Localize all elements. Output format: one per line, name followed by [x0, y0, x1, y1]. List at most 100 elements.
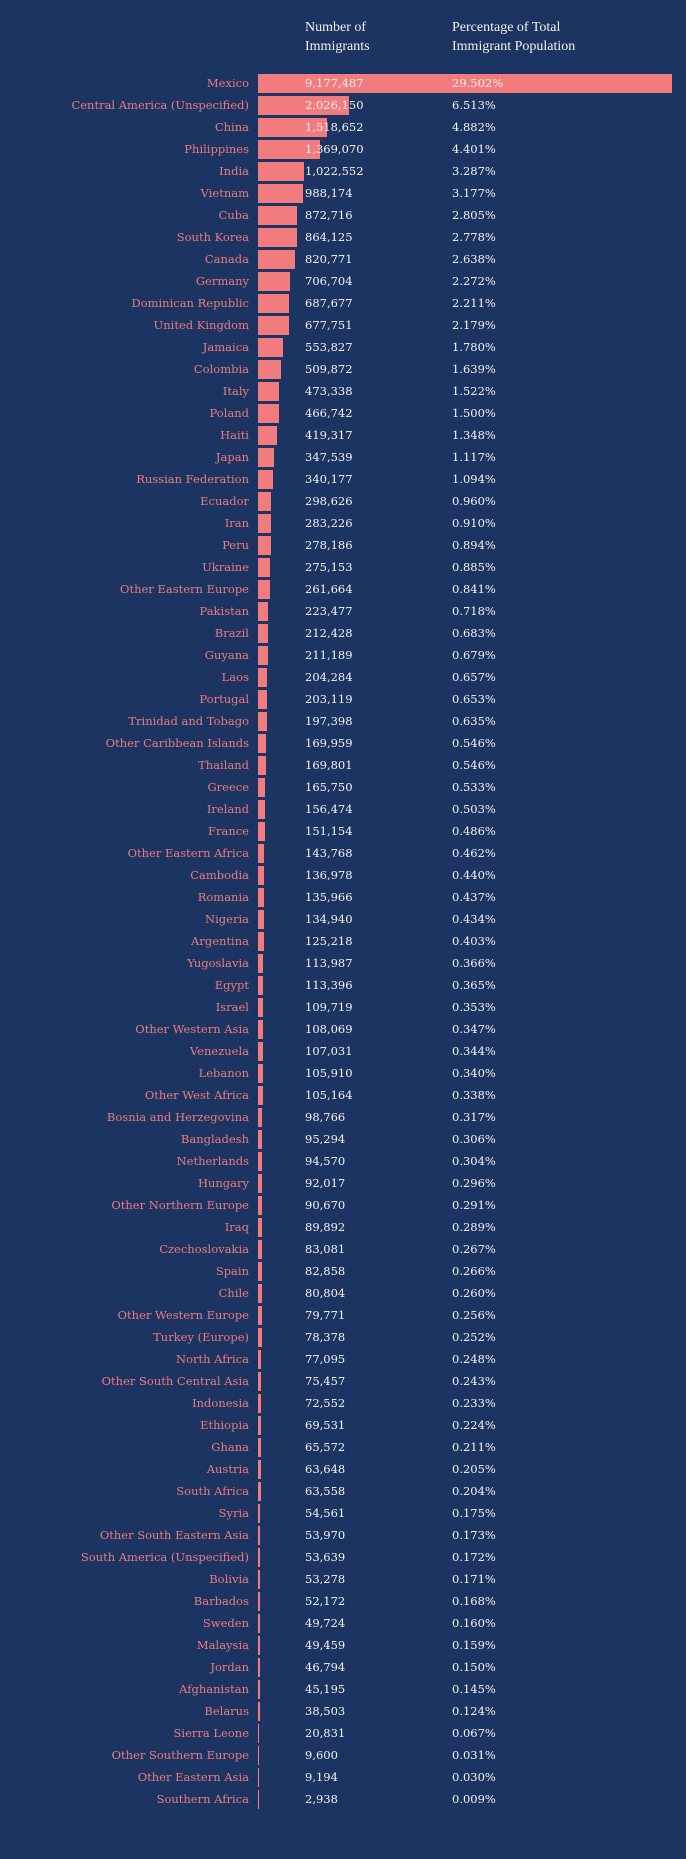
percentage-label: 1.522%	[452, 384, 496, 398]
value-label: 473,338	[305, 384, 353, 398]
bar	[258, 777, 266, 797]
percentage-label: 1.348%	[452, 428, 496, 442]
category-label: Malaysia	[196, 1638, 249, 1652]
category-label: Lebanon	[198, 1066, 249, 1080]
category-label: Bangladesh	[180, 1132, 249, 1146]
category-label: Bosnia and Herzegovina	[106, 1110, 249, 1124]
category-label: India	[219, 164, 249, 178]
category-label: Czechoslovakia	[159, 1242, 249, 1256]
value-label: 211,189	[305, 648, 353, 662]
value-label: 53,278	[305, 1572, 346, 1586]
category-label: Hungary	[197, 1176, 249, 1190]
category-label: Austria	[206, 1462, 249, 1476]
category-label: Cuba	[218, 208, 249, 222]
bar	[258, 1503, 261, 1523]
bar	[258, 535, 271, 555]
percentage-label: 2.272%	[452, 274, 496, 288]
percentage-label: 0.546%	[452, 758, 496, 772]
bar	[258, 1041, 263, 1061]
value-label: 38,503	[305, 1704, 346, 1718]
value-label: 9,177,487	[305, 76, 364, 90]
percentage-label: 0.718%	[452, 604, 496, 618]
value-label: 1,022,552	[305, 164, 364, 178]
value-label: 347,539	[305, 450, 353, 464]
value-label: 107,031	[305, 1044, 353, 1058]
bar	[258, 821, 265, 841]
bar	[258, 1349, 262, 1369]
percentage-label: 0.175%	[452, 1506, 496, 1520]
category-label: China	[214, 120, 249, 134]
value-label: 109,719	[305, 1000, 353, 1014]
header-line: Percentage of Total	[452, 20, 561, 35]
percentage-label: 0.224%	[452, 1418, 496, 1432]
percentage-label: 0.256%	[452, 1308, 496, 1322]
bar	[258, 1459, 261, 1479]
bar	[258, 953, 264, 973]
bar	[258, 689, 268, 709]
bar	[258, 579, 270, 599]
category-label: Other Southern Europe	[111, 1748, 249, 1762]
percentage-label: 0.365%	[452, 978, 496, 992]
bar	[258, 1591, 261, 1611]
value-label: 1,369,070	[305, 142, 364, 156]
percentage-label: 0.503%	[452, 802, 496, 816]
bar	[258, 73, 672, 93]
percentage-label: 0.233%	[452, 1396, 496, 1410]
category-label: Bolivia	[209, 1572, 249, 1586]
percentage-label: 0.252%	[452, 1330, 496, 1344]
category-label: Belarus	[204, 1704, 249, 1718]
bar	[258, 161, 305, 181]
percentage-label: 0.440%	[452, 868, 496, 882]
category-label: Portugal	[199, 692, 249, 706]
value-label: 169,959	[305, 736, 353, 750]
percentage-label: 4.401%	[452, 142, 496, 156]
category-label: Other South Central Asia	[101, 1374, 249, 1388]
value-label: 204,284	[305, 670, 353, 684]
percentage-label: 0.683%	[452, 626, 496, 640]
percentage-label: 0.960%	[452, 494, 496, 508]
bar	[258, 909, 265, 929]
value-label: 169,801	[305, 758, 353, 772]
category-label: Pakistan	[199, 604, 249, 618]
category-label: South America (Unspecified)	[80, 1550, 249, 1564]
value-label: 278,186	[305, 538, 353, 552]
value-label: 94,570	[305, 1154, 346, 1168]
percentage-label: 0.204%	[452, 1484, 496, 1498]
header-line: Number of	[305, 20, 367, 35]
value-label: 2,026,150	[305, 98, 364, 112]
category-label: Ukraine	[202, 560, 249, 574]
value-label: 53,639	[305, 1550, 346, 1564]
category-label: Afghanistan	[179, 1682, 249, 1696]
value-label: 20,831	[305, 1726, 346, 1740]
value-label: 1,518,652	[305, 120, 364, 134]
category-label: Guyana	[204, 648, 249, 662]
bar	[258, 1305, 262, 1325]
category-label: Greece	[207, 780, 249, 794]
percentage-label: 0.533%	[452, 780, 496, 794]
category-label: Vietnam	[200, 186, 249, 200]
percentage-label: 2.778%	[452, 230, 496, 244]
value-label: 197,398	[305, 714, 353, 728]
value-label: 65,572	[305, 1440, 346, 1454]
percentage-label: 0.291%	[452, 1198, 496, 1212]
category-label: South Korea	[176, 230, 249, 244]
value-label: 80,804	[305, 1286, 346, 1300]
category-label: Iran	[224, 516, 249, 530]
bar	[258, 1239, 262, 1259]
category-label: Barbados	[193, 1594, 249, 1608]
bar	[258, 1217, 263, 1237]
percentage-label: 29.502%	[452, 76, 504, 90]
bar	[258, 1283, 262, 1303]
bar	[258, 403, 280, 423]
bar	[258, 667, 268, 687]
percentage-label: 0.635%	[452, 714, 496, 728]
bar	[258, 645, 268, 665]
percentage-label: 0.009%	[452, 1792, 496, 1806]
value-label: 156,474	[305, 802, 353, 816]
value-label: 90,670	[305, 1198, 346, 1212]
category-label: Japan	[215, 450, 249, 464]
bar	[258, 1789, 259, 1809]
category-label: Sierra Leone	[173, 1726, 249, 1740]
category-label: Jamaica	[202, 340, 249, 354]
